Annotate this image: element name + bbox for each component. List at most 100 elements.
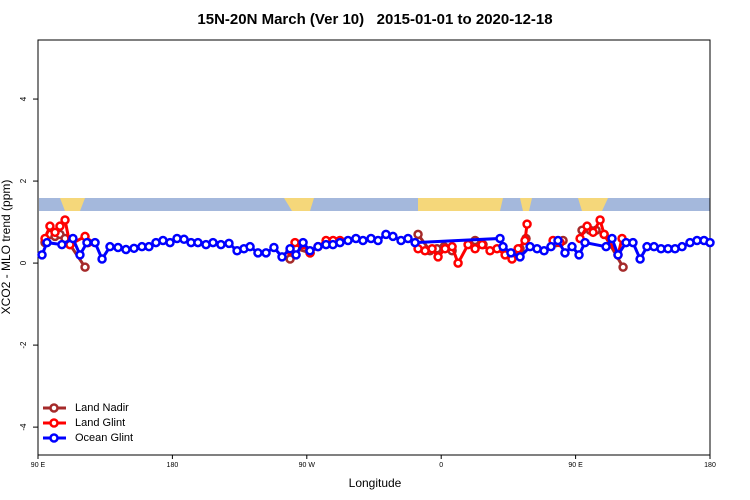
data-point: [522, 219, 532, 229]
data-point: [82, 237, 92, 248]
data-point: [75, 250, 85, 260]
data-point: [588, 227, 598, 238]
data-point: [165, 237, 175, 248]
data-point: [90, 237, 100, 248]
data-point: [553, 235, 563, 246]
land-patch: [578, 198, 608, 211]
data-point: [595, 215, 605, 225]
data-point: [470, 243, 480, 254]
data-point: [45, 221, 55, 231]
data-point: [506, 248, 516, 258]
legend: Land Nadir Land Glint Ocean Glint: [43, 402, 133, 444]
x-tick-label: 90 E: [31, 462, 46, 469]
data-point: [358, 235, 368, 246]
data-point: [313, 241, 323, 252]
y-axis-label: XCO2 - MLO trend (ppm): [0, 180, 13, 315]
data-point: [413, 229, 423, 240]
data-point: [495, 233, 505, 244]
y-tick-label: 0: [19, 260, 28, 265]
data-point: [601, 241, 611, 252]
legend-label: Land Glint: [75, 417, 125, 429]
data-point: [477, 239, 487, 250]
data-point: [515, 252, 525, 262]
x-tick-label: 180: [704, 462, 716, 469]
data-point: [37, 250, 47, 260]
data-point: [80, 262, 90, 272]
map-band: [39, 198, 710, 211]
data-point: [42, 237, 52, 248]
data-point: [193, 237, 203, 248]
data-point: [335, 237, 345, 248]
data-point: [291, 250, 301, 260]
data-point: [582, 221, 592, 231]
data-point: [635, 254, 645, 264]
data-point: [224, 238, 234, 249]
data-point: [105, 241, 115, 252]
data-point: [179, 234, 189, 245]
data-point: [144, 241, 154, 252]
x-axis-label: Longitude: [349, 476, 402, 490]
data-point: [68, 233, 78, 244]
legend-marker: [49, 418, 59, 428]
x-tick-label: 90 W: [299, 462, 316, 469]
data-point: [388, 231, 398, 242]
data-point: [216, 239, 226, 250]
data-point: [560, 248, 570, 258]
y-tick-label: 2: [19, 178, 28, 183]
data-point: [613, 250, 623, 260]
data-point: [677, 241, 687, 252]
chart-title: 15N-20N March (Ver 10) 2015-01-01 to 202…: [197, 11, 552, 28]
x-tick-label: 90 E: [568, 462, 583, 469]
data-point: [121, 244, 131, 255]
y-tick-label: -2: [19, 341, 28, 349]
x-tick-label: 0: [439, 462, 443, 469]
data-point: [403, 233, 413, 244]
data-point: [245, 241, 255, 252]
data-point: [705, 237, 715, 248]
legend-marker: [49, 433, 59, 443]
legend-label: Ocean Glint: [75, 432, 133, 444]
data-point: [580, 237, 590, 248]
legend-label: Land Nadir: [75, 402, 129, 414]
legend-marker: [49, 403, 59, 413]
data-point: [113, 242, 123, 253]
data-point: [50, 227, 60, 238]
data-point: [546, 241, 556, 252]
data-point: [60, 215, 70, 225]
data-point: [410, 237, 420, 248]
data-point: [628, 237, 638, 248]
land-patch: [418, 198, 503, 211]
data-point: [343, 235, 353, 246]
data-point: [208, 237, 218, 248]
data-point: [498, 241, 508, 252]
data-point: [463, 239, 473, 250]
land-patch: [60, 198, 85, 211]
data-point: [447, 241, 457, 252]
data-point: [305, 246, 315, 256]
data-point: [574, 250, 584, 260]
data-point: [539, 246, 549, 256]
data-point: [520, 235, 530, 246]
data-point: [427, 243, 437, 254]
data-point: [57, 239, 67, 250]
ocean-band: [39, 198, 710, 211]
y-tick-label: -4: [19, 423, 28, 431]
data-point: [253, 248, 263, 258]
data-point: [261, 248, 271, 258]
data-point: [567, 241, 577, 252]
data-point: [607, 233, 617, 244]
data-point: [298, 237, 308, 248]
data-point: [129, 243, 139, 254]
data-point: [55, 221, 65, 231]
data-point: [269, 242, 279, 253]
data-point: [618, 262, 628, 272]
data-point: [453, 258, 463, 268]
data-point: [433, 252, 443, 262]
land-patch: [520, 198, 532, 211]
data-point: [97, 254, 107, 264]
data-point: [599, 229, 609, 240]
y-tick-label: 4: [19, 96, 28, 101]
data-point: [373, 235, 383, 246]
land-patch: [284, 198, 314, 211]
